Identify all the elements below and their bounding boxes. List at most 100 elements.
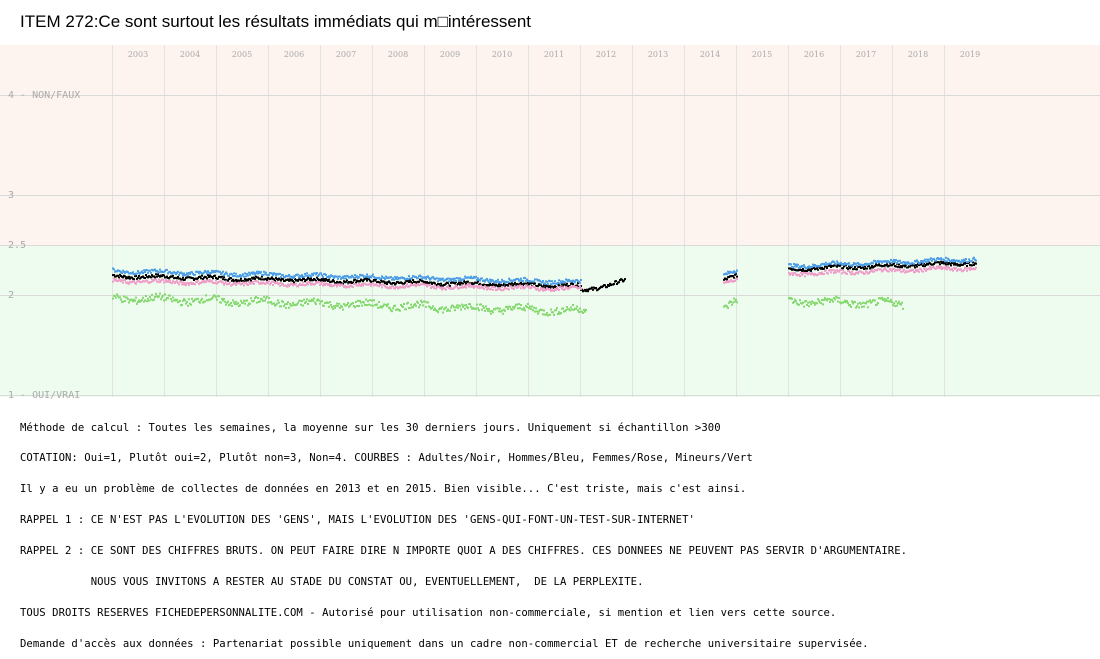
- data-point: [540, 282, 542, 285]
- data-point: [278, 301, 280, 304]
- data-point: [189, 272, 191, 275]
- data-point: [832, 269, 834, 272]
- data-point: [736, 301, 738, 304]
- data-point: [345, 280, 347, 283]
- data-point: [948, 266, 950, 269]
- data-point: [843, 300, 845, 303]
- data-point: [366, 273, 368, 276]
- data-point: [813, 266, 815, 269]
- data-point: [866, 271, 868, 274]
- data-point: [182, 276, 184, 279]
- data-point: [829, 264, 831, 267]
- data-point: [375, 278, 377, 281]
- data-point: [337, 305, 339, 308]
- data-point: [418, 280, 420, 283]
- y-tick-label: 3: [8, 190, 14, 201]
- data-point: [522, 280, 524, 282]
- data-point: [400, 304, 402, 306]
- data-point: [430, 287, 432, 289]
- data-point: [542, 285, 544, 288]
- data-point: [311, 298, 313, 301]
- data-point: [447, 285, 449, 288]
- data-point: [811, 272, 813, 274]
- data-point: [181, 272, 183, 275]
- data-point: [878, 263, 880, 266]
- data-point: [232, 299, 234, 302]
- data-point: [489, 278, 491, 281]
- data-point: [307, 276, 309, 279]
- data-point: [394, 304, 396, 307]
- data-point: [187, 304, 189, 307]
- data-point: [169, 294, 171, 297]
- data-point: [793, 300, 795, 303]
- data-point: [155, 273, 157, 276]
- data-point: [504, 309, 506, 312]
- data-point: [854, 265, 856, 268]
- data-point: [322, 284, 324, 287]
- data-point: [249, 273, 251, 276]
- data-point: [549, 288, 551, 291]
- data-point: [297, 302, 299, 305]
- data-point: [157, 280, 159, 283]
- data-point: [135, 282, 137, 285]
- data-point: [220, 280, 222, 283]
- data-point: [975, 259, 977, 262]
- data-point: [946, 268, 948, 271]
- data-point: [339, 307, 341, 309]
- data-point: [240, 277, 242, 280]
- data-point: [142, 272, 144, 274]
- data-point: [463, 304, 465, 307]
- data-point: [546, 280, 548, 283]
- data-point: [201, 297, 203, 300]
- data-point: [560, 280, 562, 283]
- data-point: [287, 275, 289, 278]
- data-point: [266, 295, 268, 298]
- data-point: [190, 303, 192, 306]
- data-point: [390, 276, 392, 279]
- data-point: [261, 275, 263, 278]
- data-point: [234, 275, 236, 277]
- data-point: [441, 288, 443, 291]
- data-point: [200, 277, 202, 280]
- data-point: [291, 283, 293, 285]
- data-point: [925, 269, 927, 272]
- data-point: [409, 307, 411, 309]
- data-point: [572, 283, 574, 286]
- data-point: [821, 299, 823, 301]
- data-point: [182, 274, 184, 277]
- data-point: [791, 272, 793, 275]
- data-point: [579, 285, 581, 288]
- data-point: [859, 301, 861, 304]
- data-point: [161, 275, 163, 278]
- data-point: [491, 285, 493, 288]
- data-point: [207, 270, 209, 273]
- data-point: [127, 281, 129, 284]
- data-point: [820, 273, 822, 275]
- data-point: [355, 283, 357, 286]
- data-point: [314, 301, 316, 304]
- data-point: [254, 273, 256, 276]
- data-point: [946, 260, 948, 263]
- data-point: [318, 273, 320, 276]
- data-point: [816, 302, 818, 305]
- data-point: [545, 313, 547, 316]
- x-tick-label: 2008: [388, 50, 408, 59]
- data-point: [239, 279, 241, 282]
- data-point: [519, 278, 521, 281]
- data-point: [365, 298, 367, 301]
- data-point: [441, 306, 443, 309]
- data-point: [253, 283, 255, 285]
- data-point: [813, 265, 815, 268]
- data-point: [320, 279, 322, 282]
- data-point: [891, 270, 893, 273]
- data-point: [735, 298, 737, 301]
- data-point: [330, 283, 332, 286]
- data-point: [265, 282, 267, 285]
- data-point: [943, 258, 945, 261]
- data-point: [206, 277, 208, 280]
- data-point: [918, 264, 920, 267]
- data-point: [522, 308, 524, 311]
- data-point: [897, 302, 899, 305]
- data-point: [310, 277, 312, 280]
- data-point: [534, 282, 536, 285]
